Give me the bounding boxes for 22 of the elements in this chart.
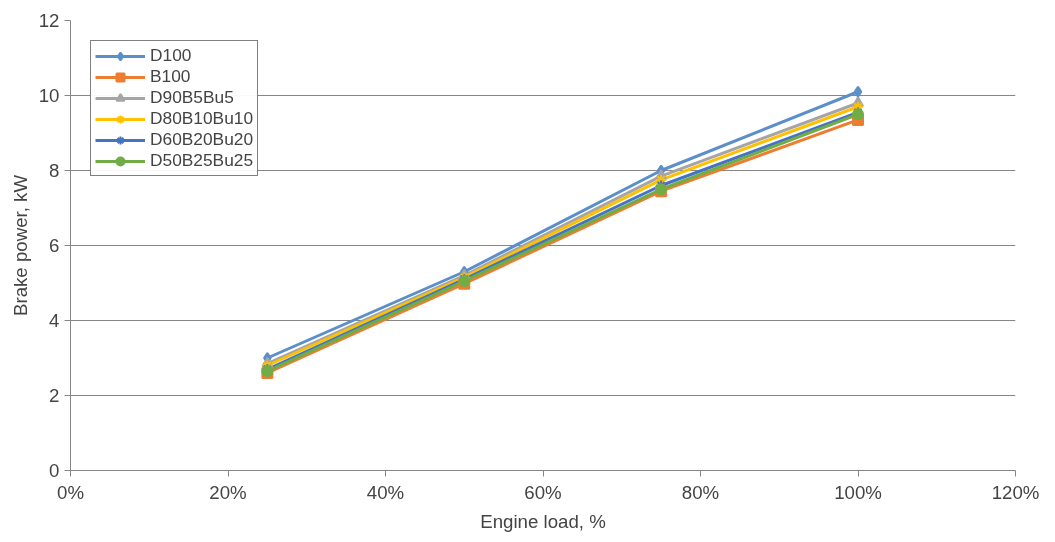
- y-axis-title: Brake power, kW: [9, 174, 31, 316]
- legend-label: D100: [150, 45, 192, 66]
- x-tick-label: 60%: [524, 481, 562, 503]
- x-axis-title: Engine load, %: [480, 510, 606, 532]
- legend-label: D50B25Bu25: [150, 150, 254, 171]
- legend-label: D80B10Bu10: [150, 108, 254, 129]
- x-tick-label: 20%: [209, 481, 247, 503]
- x-tick-label: 40%: [366, 481, 405, 503]
- y-tick-label: 2: [49, 385, 60, 406]
- y-tick-label: 6: [49, 235, 60, 256]
- legend-label: D60B20Bu20: [150, 129, 254, 150]
- x-tick-label: 100%: [834, 481, 882, 503]
- y-tick-label: 4: [49, 310, 60, 331]
- x-tick-label: 0%: [57, 481, 84, 503]
- legend-label: B100: [150, 66, 191, 87]
- y-tick-label: 0: [49, 460, 60, 481]
- y-tick-label: 8: [49, 160, 60, 181]
- x-tick-label: 80%: [681, 481, 720, 503]
- y-tick-label: 12: [38, 10, 60, 31]
- y-tick-label: 10: [38, 85, 60, 106]
- legend-label: D90B5Bu5: [150, 87, 234, 108]
- x-tick-label: 120%: [991, 481, 1040, 503]
